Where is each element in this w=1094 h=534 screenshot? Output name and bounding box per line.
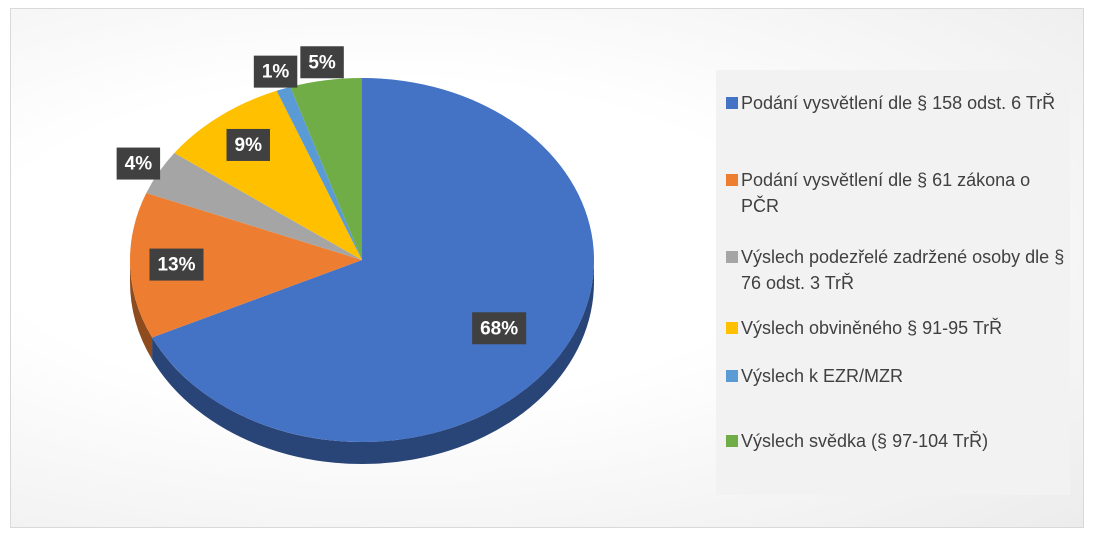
legend-item: Podání vysvětlení dle § 61 zákona o PČR [726,167,1066,219]
legend-swatch [726,322,738,334]
legend-swatch [726,251,738,263]
legend-label: Podání vysvětlení dle § 158 odst. 6 TrŘ [741,93,1056,113]
data-label-text: 13% [157,255,195,276]
legend-item: Výslech svědka (§ 97-104 TrŘ) [726,428,1066,454]
legend-item: Výslech obviněného § 91-95 TrŘ [726,315,1066,341]
data-label-box [149,248,204,281]
legend-label: Výslech svědka (§ 97-104 TrŘ) [741,431,989,451]
slice [130,193,362,338]
data-label-box [116,147,161,180]
data-label: 4% [116,147,161,180]
slice [276,86,362,260]
legend-item: Podání vysvětlení dle § 158 odst. 6 TrŘ [726,90,1066,116]
legend-label: Výslech podezřelé zadržené osoby dle § 7… [741,247,1065,293]
data-label-text: 4% [125,154,153,175]
data-label-text: 68% [480,318,518,339]
legend-item: Výslech podezřelé zadržené osoby dle § 7… [726,244,1066,296]
data-label-text: 9% [235,135,263,156]
legend: Podání vysvětlení dle § 158 odst. 6 TrŘ P… [716,70,1070,495]
legend-item: Výslech k EZR/MZR [726,363,1066,389]
data-label-box [253,55,298,88]
data-label: 13% [149,248,204,281]
legend-swatch [726,370,738,382]
data-label: 68% [472,312,527,345]
slice [290,78,362,260]
slice-side [130,260,153,360]
slice [174,90,362,261]
legend-label: Výslech obviněného § 91-95 TrŘ [741,318,1003,338]
slice [152,78,594,442]
data-label-text: 5% [308,52,336,73]
legend-label: Výslech k EZR/MZR [741,366,904,386]
data-label-box [226,128,270,161]
data-label: 9% [226,128,270,161]
data-label-box [300,46,344,79]
data-label-text: 1% [262,62,290,83]
legend-label: Podání vysvětlení dle § 61 zákona o PČR [741,170,1031,216]
pie: 68% 13% 4% 9% 1% 5% [116,46,594,464]
data-label: 5% [300,46,344,79]
data-label: 1% [253,55,298,88]
legend-swatch [726,435,738,447]
legend-swatch [726,174,738,186]
slice [146,153,362,260]
legend-swatch [726,97,738,109]
data-label-box [472,312,527,345]
